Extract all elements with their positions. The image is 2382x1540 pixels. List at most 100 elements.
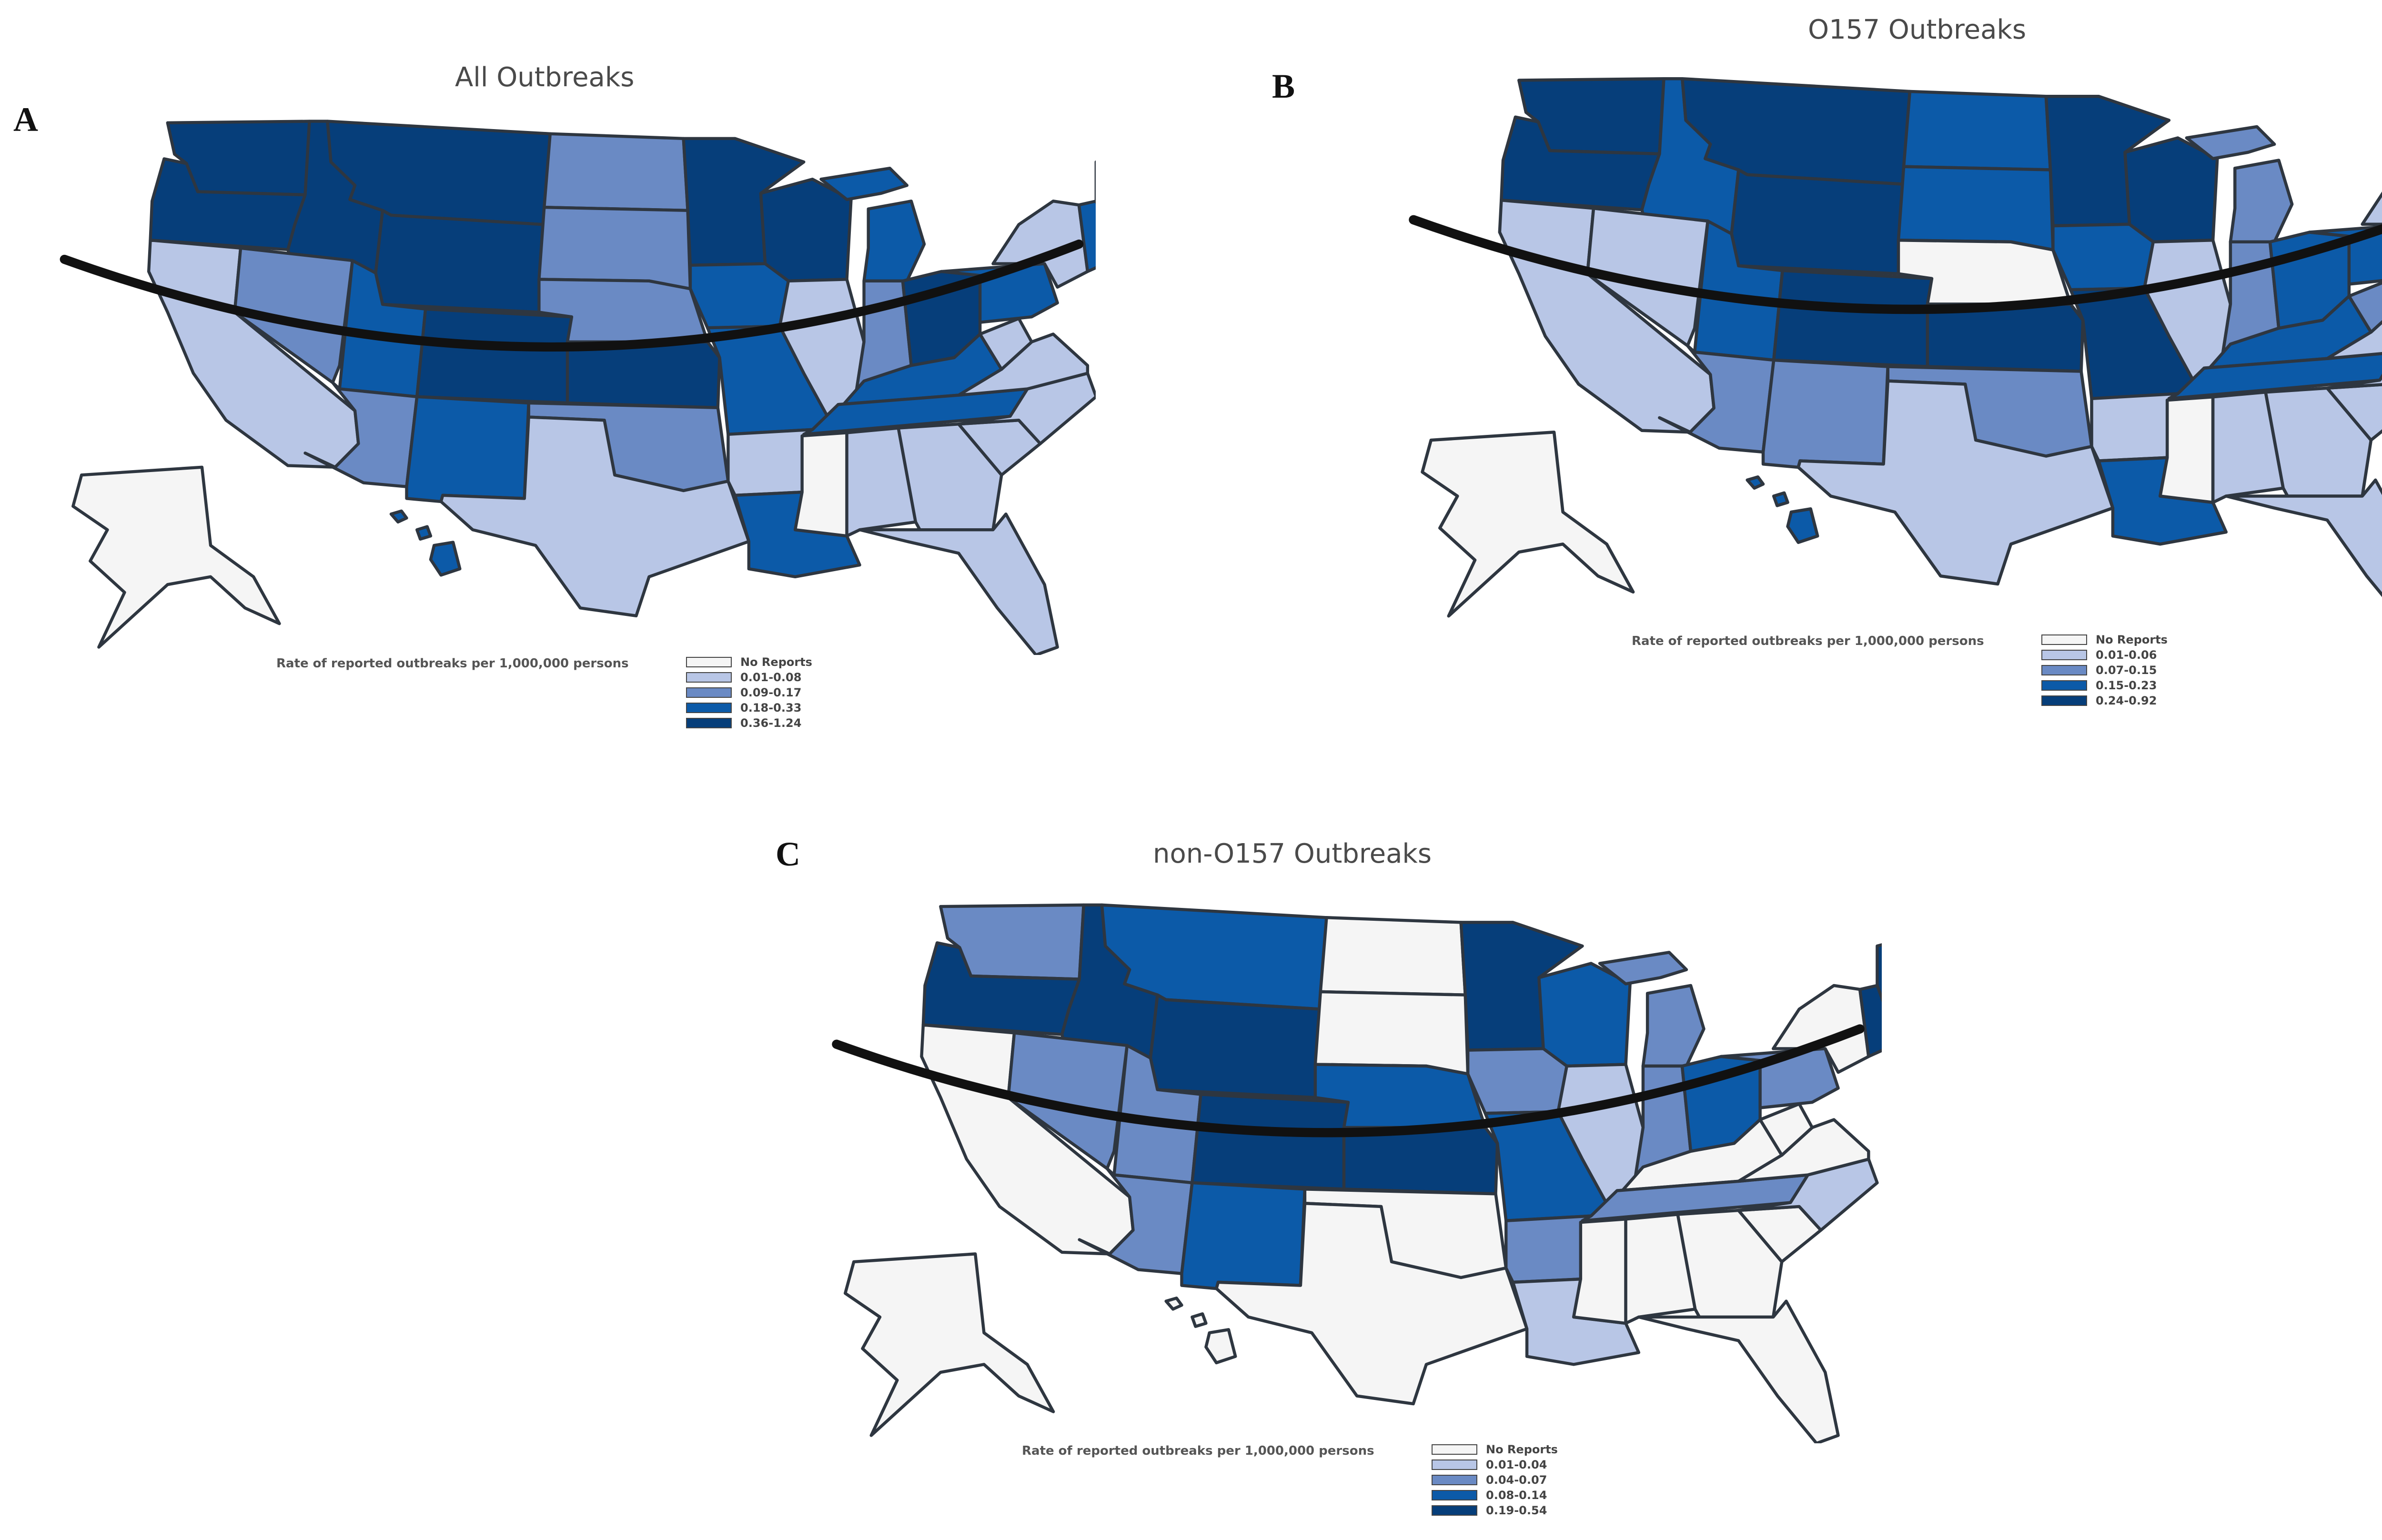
state-ms <box>1572 1218 1627 1325</box>
state-nm <box>1761 358 1890 469</box>
legend-swatch <box>1432 1505 1477 1516</box>
legend-item: 0.15-0.23 <box>2041 678 2157 693</box>
legend-item: 0.19-0.54 <box>1432 1503 1547 1518</box>
state-wy <box>374 209 546 314</box>
state-ny <box>2361 191 2382 226</box>
state-co <box>415 307 574 405</box>
state-sd <box>1897 165 2055 252</box>
legend-swatch <box>1432 1459 1477 1470</box>
legend-item: No Reports <box>1432 1442 1558 1457</box>
state-wv <box>978 317 1033 371</box>
legend-swatch <box>686 703 732 713</box>
legend-label: 0.01-0.04 <box>1486 1458 1547 1471</box>
legend-swatch <box>1432 1475 1477 1485</box>
state-nv <box>1007 1031 1129 1170</box>
legend-swatch <box>2041 634 2087 645</box>
reference-arc <box>1409 215 2382 314</box>
choropleth-map <box>60 120 1096 655</box>
panel-letter: A <box>13 101 38 139</box>
legend-swatch <box>1432 1490 1477 1500</box>
state-hi <box>1746 475 1819 544</box>
reference-arc <box>832 1024 1865 1137</box>
state-nm <box>1180 1181 1307 1290</box>
state-ar <box>727 428 814 497</box>
state-fl <box>858 513 1059 655</box>
legend-label: 0.01-0.06 <box>2096 648 2157 662</box>
legend-label: 0.18-0.33 <box>740 701 802 715</box>
legend-swatch <box>2041 695 2087 706</box>
reference-arc <box>60 239 1084 352</box>
state-tx <box>439 415 751 617</box>
state-ak <box>71 465 281 649</box>
state-wi <box>1537 962 1632 1068</box>
legend-item: 0.01-0.04 <box>1432 1458 1547 1472</box>
state-al <box>845 426 918 538</box>
state-ks <box>565 340 721 409</box>
legend-item: 0.09-0.17 <box>686 685 801 700</box>
legend-label: 0.09-0.17 <box>740 686 802 699</box>
state-ne <box>1077 200 1096 273</box>
legend-item: 0.18-0.33 <box>686 701 801 715</box>
panel-title: O157 Outbreaks <box>1808 14 2027 45</box>
state-co <box>1191 1093 1350 1191</box>
legend-item: 0.24-0.92 <box>2041 694 2157 708</box>
legend-caption: Rate of reported outbreaks per 1,000,000… <box>1022 1444 1374 1458</box>
choropleth-map <box>832 903 1882 1443</box>
state-ak <box>1421 430 1635 618</box>
legend-item: No Reports <box>686 655 812 669</box>
state-nm <box>405 395 530 503</box>
legend-item: 0.01-0.06 <box>2041 648 2157 662</box>
state-ak <box>843 1252 1055 1437</box>
panel-title: All Outbreaks <box>455 62 635 93</box>
state-ar <box>2090 392 2180 463</box>
panel-letter: B <box>1272 67 1295 105</box>
legend: Rate of reported outbreaks per 1,000,000… <box>1022 1442 1641 1533</box>
state-ia <box>1466 1047 1569 1115</box>
legend-caption: Rate of reported outbreaks per 1,000,000… <box>276 656 629 671</box>
state-wv <box>1758 1102 1814 1157</box>
state-nv <box>233 246 354 384</box>
state-al <box>2211 390 2285 504</box>
legend-item: No Reports <box>2041 633 2168 647</box>
state-nd <box>543 132 689 212</box>
state-ks <box>1926 302 2085 373</box>
legend-label: No Reports <box>2096 633 2168 646</box>
state-tx <box>1797 379 2115 586</box>
state-ia <box>2051 222 2155 292</box>
state-tx <box>1215 1202 1529 1406</box>
state-hi <box>1164 1296 1237 1365</box>
state-wi <box>759 178 853 283</box>
state-sd <box>537 206 692 291</box>
legend: Rate of reported outbreaks per 1,000,000… <box>1632 633 2251 718</box>
state-al <box>1624 1213 1697 1325</box>
state-ks <box>1342 1126 1499 1196</box>
legend: Rate of reported outbreaks per 1,000,000… <box>276 655 848 741</box>
legend-label: 0.19-0.54 <box>1486 1504 1547 1517</box>
legend-swatch <box>686 718 732 728</box>
state-wv <box>2347 281 2382 334</box>
state-sd <box>1313 990 1470 1076</box>
legend-item: 0.08-0.14 <box>1432 1488 1547 1502</box>
legend-swatch <box>2041 650 2087 660</box>
legend-swatch <box>2041 665 2087 675</box>
state-nd <box>1902 90 2052 171</box>
state-ne <box>1858 984 1882 1058</box>
state-wy <box>1730 168 1906 276</box>
state-ia <box>688 262 790 330</box>
legend-swatch <box>1432 1444 1477 1455</box>
state-nc <box>1737 1158 1879 1232</box>
legend-label: 0.15-0.23 <box>2096 679 2157 692</box>
legend-item: 0.04-0.07 <box>1432 1473 1547 1487</box>
legend-label: 0.24-0.92 <box>2096 694 2157 707</box>
state-wi <box>2123 136 2219 244</box>
state-ms <box>2159 395 2215 504</box>
legend-swatch <box>686 687 732 698</box>
choropleth-map <box>1409 77 2382 618</box>
legend-label: 0.01-0.08 <box>740 671 802 684</box>
state-ms <box>793 431 848 538</box>
state-nc <box>957 372 1096 445</box>
legend-swatch <box>686 672 732 683</box>
state-wy <box>1149 993 1322 1099</box>
legend-swatch <box>2041 680 2087 691</box>
legend-label: No Reports <box>740 655 812 669</box>
